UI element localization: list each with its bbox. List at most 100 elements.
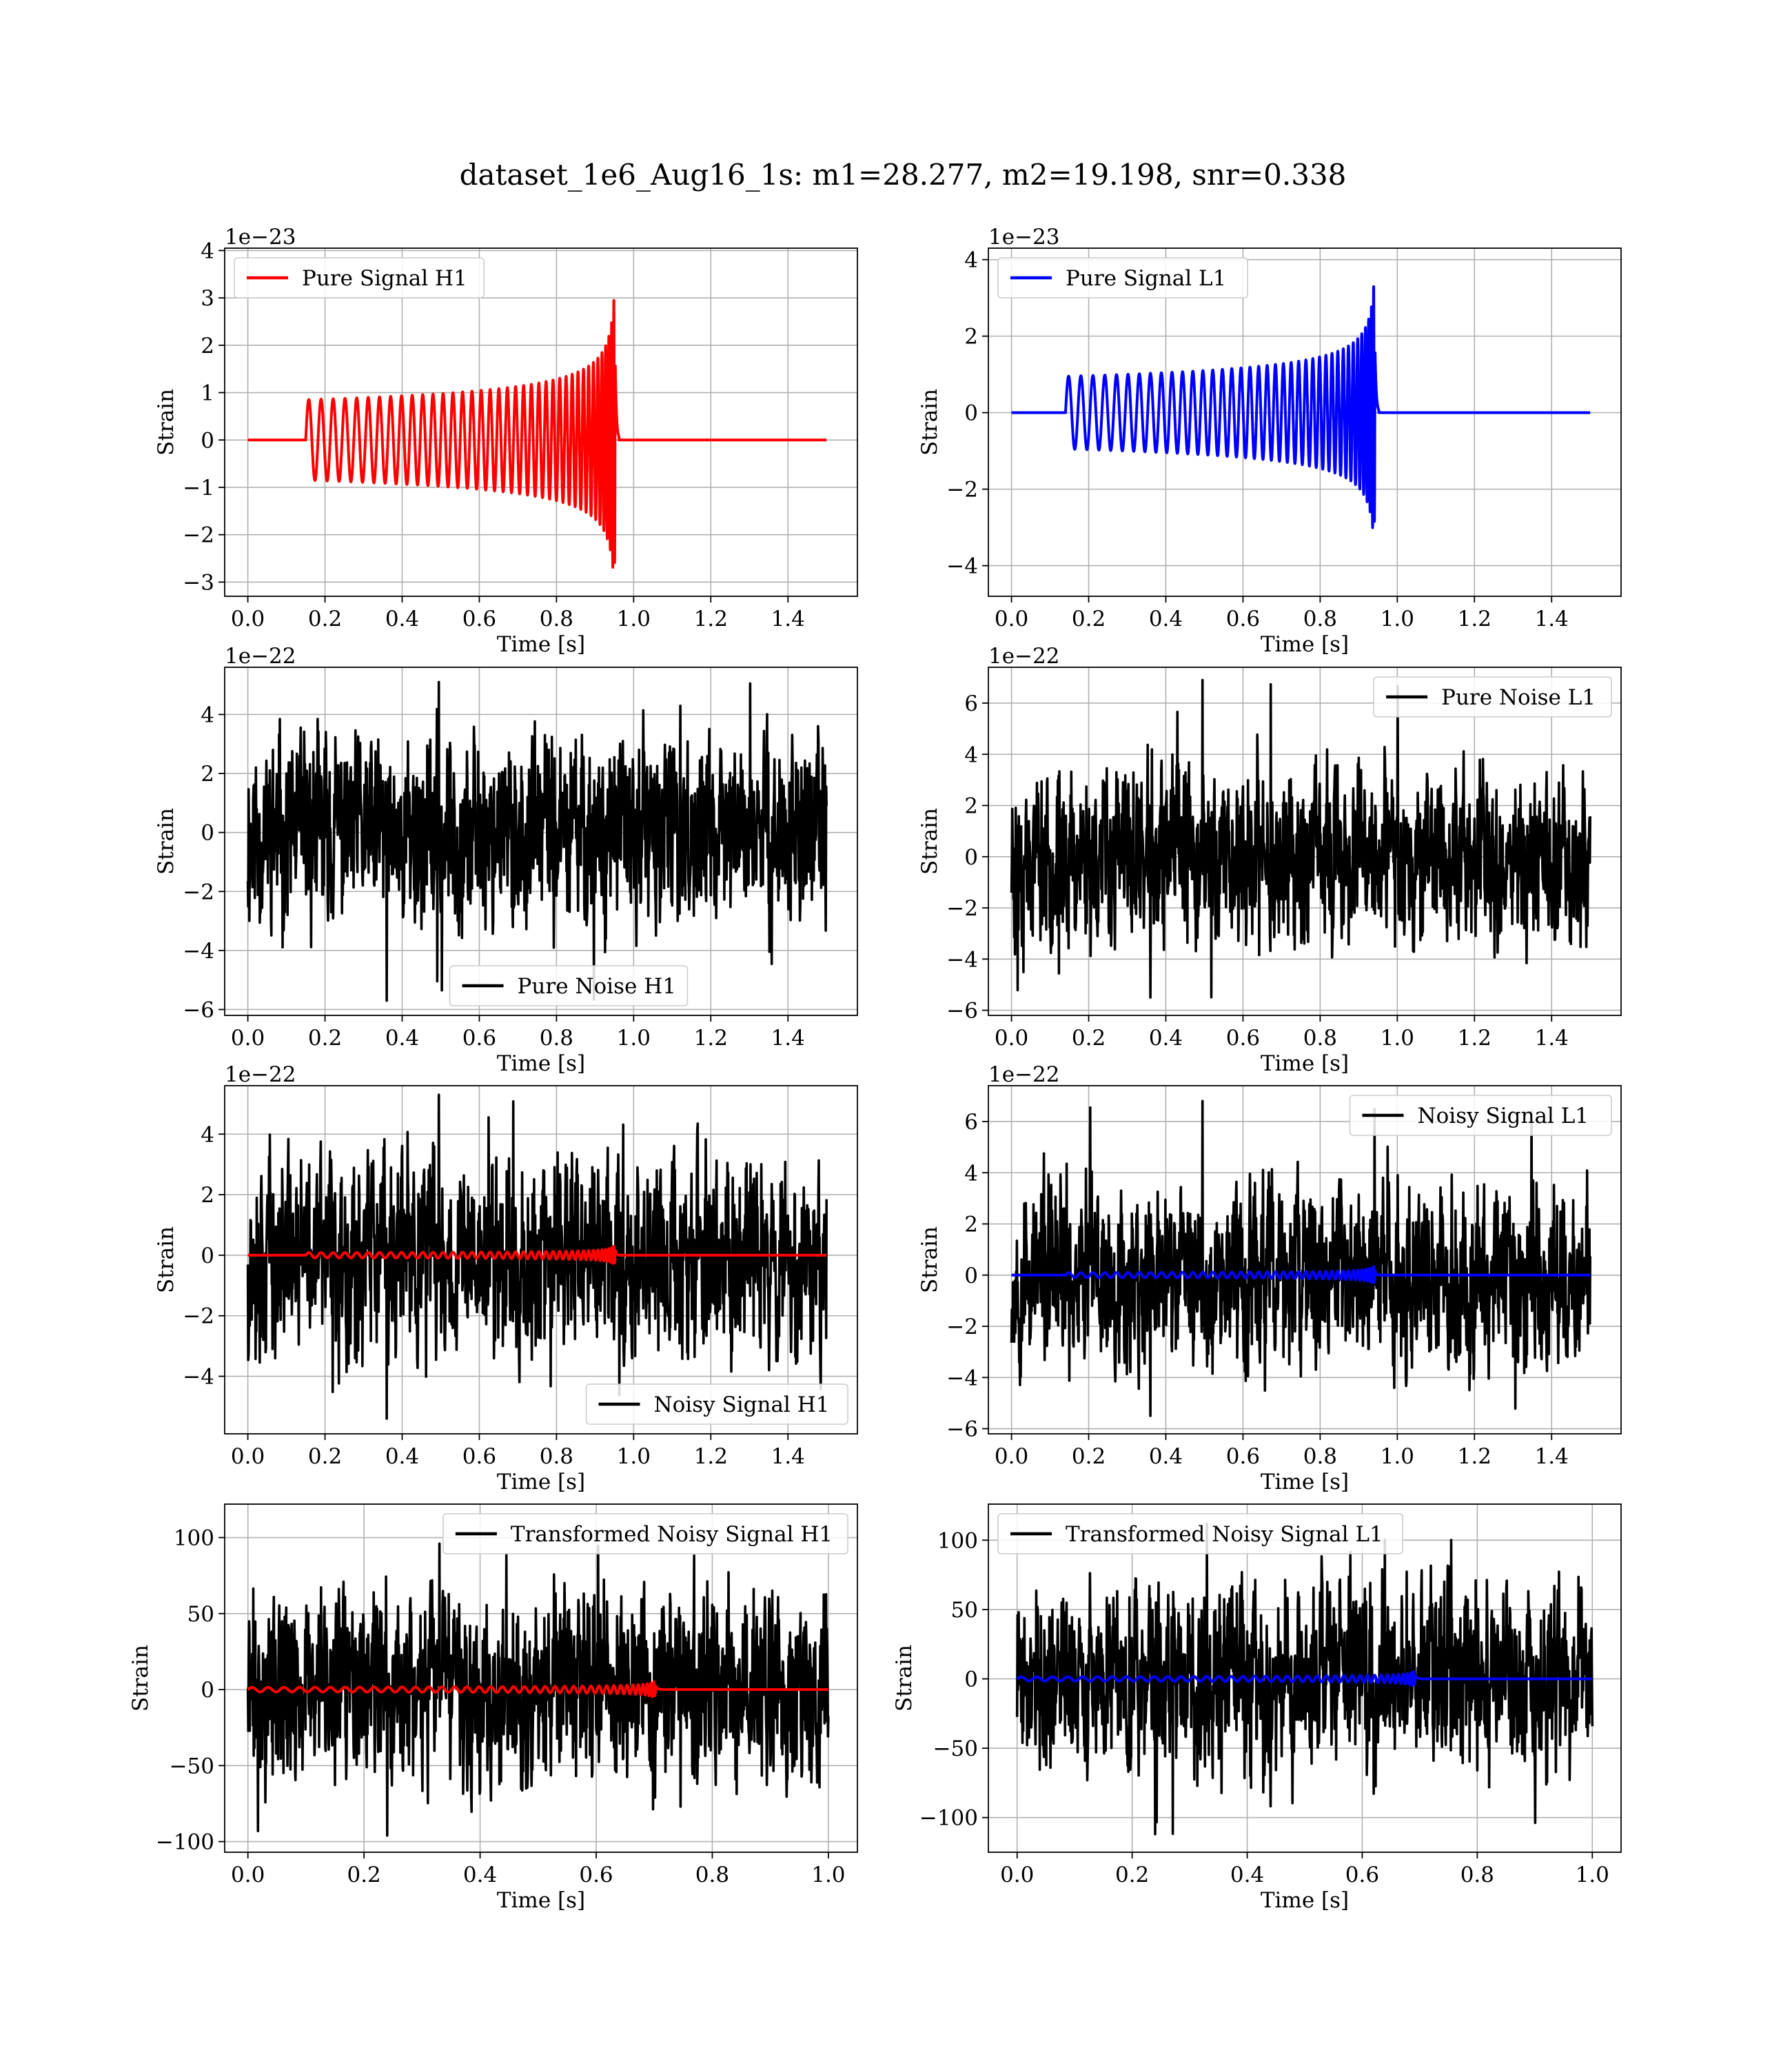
y-tick-label: 6 [964, 691, 978, 716]
y-tick-label: 2 [964, 794, 978, 819]
x-tick-label: 1.4 [771, 607, 805, 631]
legend-label: Pure Signal L1 [1066, 266, 1226, 291]
y-offset-label: 1e−22 [988, 1062, 1060, 1087]
y-tick-label: 0 [964, 1667, 978, 1692]
y-tick-label: 0 [201, 1678, 214, 1703]
y-tick-label: 4 [201, 1122, 214, 1147]
y-axis-label: Strain [917, 1226, 942, 1293]
x-tick-label: 0.6 [462, 607, 496, 631]
x-tick-label: 1.2 [1458, 1444, 1491, 1469]
x-tick-label: 1.0 [1381, 607, 1414, 631]
x-tick-label: 0.4 [463, 1863, 497, 1887]
x-tick-label: 0.0 [1000, 1863, 1034, 1887]
legend: Transformed Noisy Signal H1 [442, 1513, 848, 1554]
subplot-pure-signal-l1: 0.0 0.2 0.4 0.6 0.8 1.0 1.2 1.4 −4 −2 0 2 4 Time [s] S… [917, 225, 1622, 657]
x-tick-label: 0.8 [695, 1863, 729, 1887]
y-tick-label: −50 [933, 1736, 978, 1761]
x-tick-label: 0.2 [308, 607, 342, 631]
x-tick-label: 0.0 [995, 1026, 1028, 1051]
y-axis-label: Strain [128, 1645, 153, 1712]
legend: Noisy Signal L1 [1349, 1095, 1612, 1136]
series-group [1010, 1099, 1592, 1417]
x-tick-label: 0.6 [462, 1444, 496, 1469]
legend-frame [234, 257, 485, 298]
y-tick-label: −2 [946, 1315, 978, 1339]
x-tick-label: 1.0 [1576, 1863, 1609, 1887]
legend-label: Transformed Noisy Signal H1 [511, 1522, 833, 1547]
x-tick-label: 0.6 [1345, 1863, 1379, 1887]
x-tick-label: 1.0 [1381, 1026, 1414, 1051]
y-tick-label: −2 [183, 880, 214, 904]
series-line-overlay-1 [246, 1680, 830, 1699]
x-tick-label: 0.0 [231, 607, 265, 631]
axes-frame [224, 1503, 858, 1853]
legend: Pure Noise H1 [449, 965, 689, 1006]
x-tick-label: 0.6 [579, 1863, 613, 1887]
y-axis-label: Strain [917, 808, 942, 875]
legend-label: Transformed Noisy Signal L1 [1066, 1522, 1383, 1547]
y-tick-label: −1 [183, 476, 214, 500]
subplot-noisy-signal-l1: 0.0 0.2 0.4 0.6 0.8 1.0 1.2 1.4 −6 −4 −2 0 2 4 6 Time [… [917, 1062, 1622, 1494]
y-tick-label: 100 [937, 1528, 978, 1553]
y-tick-label: −4 [946, 554, 978, 579]
subplot-grid: 0.0 0.2 0.4 0.6 0.8 1.0 1.2 1.4 −3 −2 −1 0 1 2 3 4 Time … [128, 225, 1622, 1913]
x-tick-label: 1.2 [1458, 1026, 1491, 1051]
y-tick-label: −6 [946, 999, 978, 1024]
y-tick-label: −6 [183, 997, 214, 1022]
subplot-noisy-signal-h1: 0.0 0.2 0.4 0.6 0.8 1.0 1.2 1.4 −4 −2 0 2 4 Time [s] S… [154, 1062, 858, 1494]
legend-frame [997, 257, 1249, 298]
x-tick-label: 1.0 [617, 1444, 651, 1469]
y-tick-label: −2 [183, 1304, 214, 1329]
series-group [1015, 1522, 1594, 1836]
y-tick-label: 0 [964, 1264, 978, 1288]
subplot-pure-noise-h1: 0.0 0.2 0.4 0.6 0.8 1.0 1.2 1.4 −6 −4 −2 0 2 4 Time [s… [154, 644, 858, 1076]
x-tick-label: 0.0 [995, 607, 1028, 631]
x-tick-label: 0.8 [1460, 1863, 1494, 1887]
y-axis-label: Strain [154, 389, 179, 456]
y-offset-label: 1e−23 [988, 225, 1060, 250]
x-tick-label: 1.2 [694, 1026, 728, 1051]
x-tick-label: 0.6 [1226, 1444, 1260, 1469]
legend-label: Pure Noise L1 [1441, 685, 1596, 710]
x-axis-label: Time [s] [1261, 632, 1349, 657]
y-offset-label: 1e−22 [988, 644, 1060, 669]
series-line-noisy-signal-l1 [1010, 1099, 1591, 1417]
series-group [246, 1093, 828, 1420]
x-tick-label: 0.8 [1303, 1444, 1337, 1469]
legend: Pure Noise L1 [1373, 676, 1612, 718]
axes-frame [988, 1085, 1622, 1435]
x-axis-label: Time [s] [497, 1051, 585, 1076]
x-axis-label: Time [s] [497, 1470, 585, 1494]
y-axis-label: Strain [154, 808, 179, 875]
legend-label: Noisy Signal L1 [1418, 1104, 1589, 1128]
subplot-transformed-noisy-signal-h1: 0.0 0.2 0.4 0.6 0.8 1.0 −100 −50 0 50 100 Time [s] S… [128, 1503, 858, 1913]
x-tick-label: 0.4 [385, 1444, 419, 1469]
legend-label: Noisy Signal H1 [654, 1392, 830, 1417]
axes-frame [224, 1085, 858, 1435]
x-tick-label: 0.0 [995, 1444, 1028, 1469]
series-line-overlay-1 [246, 1245, 828, 1265]
y-tick-label: 3 [201, 286, 214, 311]
subplot-pure-signal-h1: 0.0 0.2 0.4 0.6 0.8 1.0 1.2 1.4 −3 −2 −1 0 1 2 3 4 Time … [154, 225, 858, 657]
series-group [1010, 285, 1592, 529]
x-tick-label: 0.2 [1072, 1444, 1106, 1469]
y-offset-label: 1e−22 [225, 644, 296, 669]
y-tick-label: −2 [946, 478, 978, 503]
y-offset-label: 1e−23 [225, 225, 296, 250]
y-tick-label: −4 [946, 947, 978, 972]
x-tick-label: 0.8 [540, 607, 573, 631]
series-line-overlay-1 [1010, 1265, 1592, 1284]
x-tick-label: 0.0 [231, 1863, 265, 1887]
y-tick-label: 0 [964, 845, 978, 870]
axes-frame [988, 667, 1622, 1016]
series-line-pure-signal-l1 [1010, 285, 1592, 529]
x-tick-label: 1.0 [811, 1863, 845, 1887]
x-axis-label: Time [s] [497, 1888, 585, 1913]
y-tick-label: 0 [201, 1244, 214, 1268]
x-tick-label: 0.4 [1230, 1863, 1264, 1887]
figure-title: dataset_1e6_Aug16_1s: m1=28.277, m2=19.1… [460, 158, 1347, 192]
legend-label: Pure Signal H1 [302, 266, 467, 291]
x-tick-label: 1.4 [1535, 1444, 1569, 1469]
